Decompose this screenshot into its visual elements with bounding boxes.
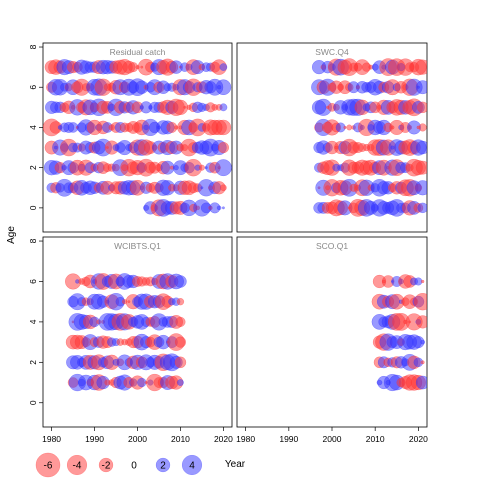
legend-bubble	[98, 457, 114, 473]
legend-label: 4	[189, 461, 195, 472]
legend-bubble	[181, 455, 202, 476]
bubble	[198, 164, 205, 171]
bubble	[183, 105, 187, 109]
legend-label: -4	[73, 461, 82, 472]
bubble	[175, 316, 186, 327]
panel-3: SCO.Q1	[236, 236, 428, 428]
bubble	[174, 356, 187, 369]
bubble	[415, 140, 427, 155]
y-tick-label: 8	[28, 44, 38, 49]
bubble	[416, 315, 427, 329]
bubble	[343, 125, 347, 129]
bubble	[415, 180, 427, 196]
legend-label: 0	[131, 461, 137, 472]
y-tick-label: 6	[28, 279, 38, 284]
bubbles	[65, 273, 187, 392]
y-tick-label: 0	[28, 400, 38, 405]
x-tick-label: 2020	[409, 434, 428, 444]
bubble	[219, 63, 228, 71]
panel-frame	[236, 42, 428, 233]
bubble	[217, 141, 229, 154]
panel-frame	[236, 236, 428, 428]
bubble	[415, 59, 427, 75]
bubble	[222, 206, 225, 210]
bubble	[215, 79, 232, 96]
bubbles	[43, 58, 232, 217]
bubble	[176, 298, 185, 306]
legend-label: 2	[160, 461, 166, 472]
panel-0: Residual catch	[42, 42, 233, 233]
bubbles	[311, 58, 427, 217]
y-tick-label: 4	[28, 125, 38, 130]
x-tick-label: 2020	[214, 434, 233, 444]
bubble	[214, 159, 232, 177]
bubble	[220, 184, 227, 192]
bubble	[414, 293, 427, 311]
panel-title: SWC.Q4	[315, 47, 349, 57]
bubble	[174, 275, 187, 288]
y-tick-label: 6	[28, 85, 38, 90]
bubble	[177, 379, 184, 386]
panel-title: SCO.Q1	[316, 241, 348, 251]
bubble	[420, 360, 425, 365]
panel-2: WCIBTS.Q1	[42, 236, 233, 428]
bubble	[417, 101, 427, 114]
bubble	[216, 205, 222, 211]
size-legend: -6 -4 -2 0 2 4	[35, 452, 202, 478]
legend-bubble	[66, 455, 87, 476]
panel-frame	[42, 42, 233, 233]
x-tick-label: 2010	[171, 434, 190, 444]
legend-bubble	[155, 457, 171, 473]
legend-bubble	[35, 452, 61, 478]
bubble	[417, 202, 427, 214]
x-tick-label: 2000	[323, 434, 342, 444]
x-tick-label: 2010	[366, 434, 385, 444]
y-tick-label: 0	[28, 205, 38, 210]
bubble	[215, 119, 232, 136]
x-tick-label: 1980	[236, 434, 255, 444]
bubble	[219, 103, 228, 112]
y-tick-label: 2	[28, 165, 38, 170]
x-tick-label: 1980	[42, 434, 61, 444]
panels-group: Residual catch SWC.Q4 WCIBTS.Q1 SCO.Q1	[42, 42, 428, 428]
x-tick-label: 1990	[279, 434, 298, 444]
legend-label: -2	[102, 461, 111, 472]
y-tick-label: 8	[28, 238, 38, 243]
x-axis-title: Year	[225, 459, 246, 470]
bubble	[421, 279, 425, 284]
panel-frame	[42, 236, 233, 428]
x-tick-label: 2000	[128, 434, 147, 444]
y-tick-label: 2	[28, 360, 38, 365]
bubble	[414, 277, 423, 286]
bubble	[415, 160, 427, 175]
bubble	[415, 375, 427, 390]
panel-1: SWC.Q4	[236, 42, 428, 233]
x-tick-label: 1990	[85, 434, 104, 444]
y-tick-label: 4	[28, 319, 38, 324]
bubble	[420, 339, 425, 345]
panel-title: Residual catch	[110, 47, 166, 57]
bubble	[415, 80, 427, 95]
panel-title: WCIBTS.Q1	[114, 241, 161, 251]
y-axis-title: Age	[6, 226, 17, 244]
bubble	[346, 124, 353, 131]
bubble	[418, 123, 427, 132]
bubbles	[371, 274, 427, 392]
legend-label: -6	[44, 461, 53, 472]
bubble	[174, 336, 186, 348]
